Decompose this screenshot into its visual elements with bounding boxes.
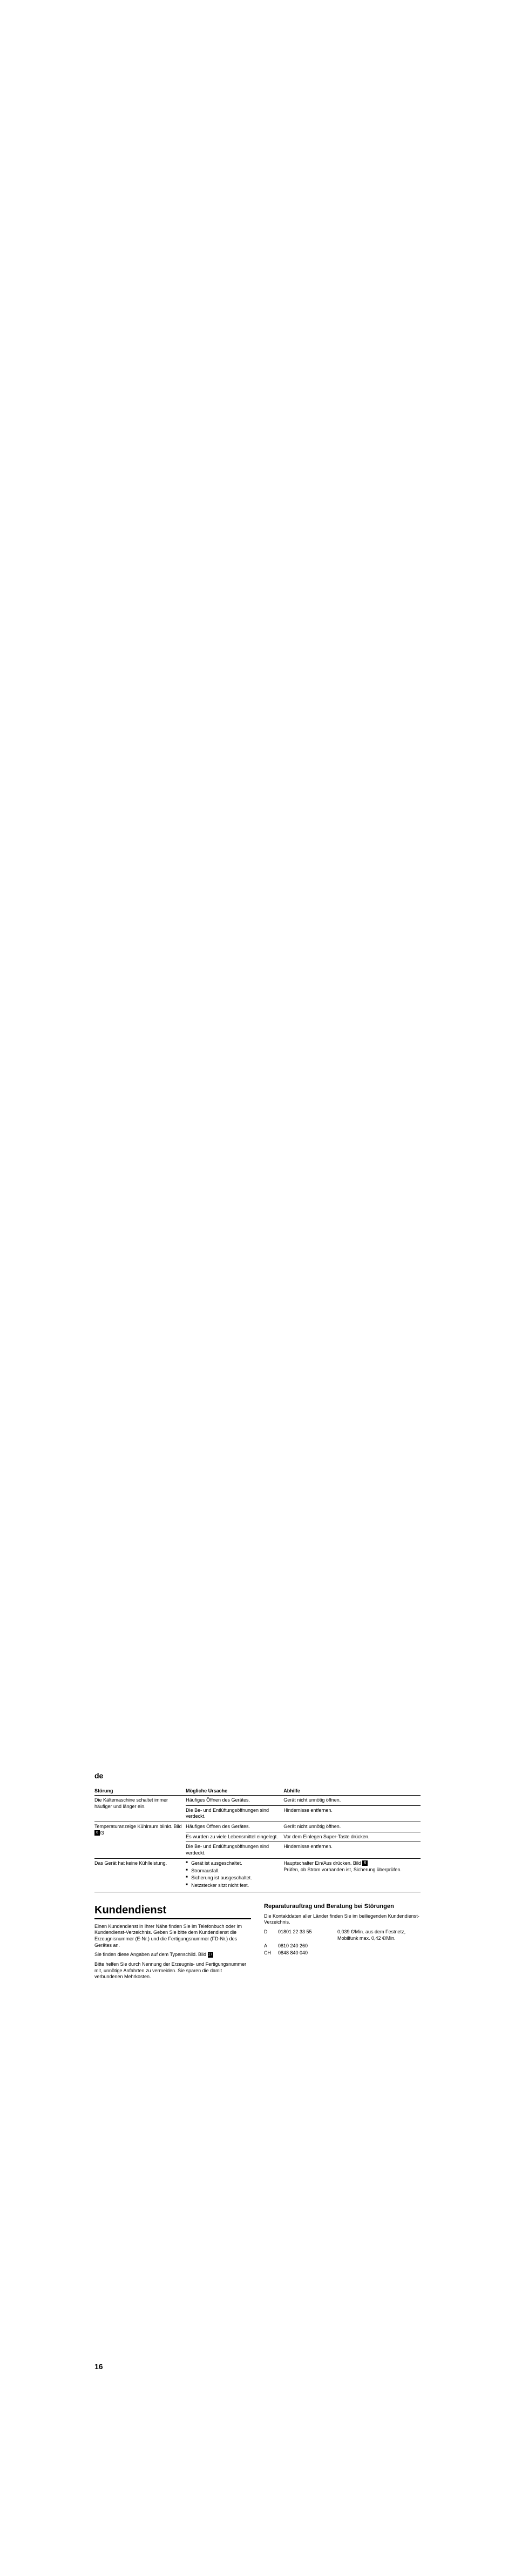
contact-row: D 01801 22 33 55 0,039 €/Min. aus dem Fe… (264, 1929, 421, 1941)
country-code: D (264, 1929, 278, 1941)
contact-row: A 0810 240 260 (264, 1943, 421, 1950)
left-col: Kundendienst Einen Kundendienst in Ihrer… (94, 1903, 251, 1984)
cell: Häufiges Öffnen des Gerätes. (186, 1796, 283, 1806)
cell: Das Gerät hat keine Kühlleistung. (94, 1858, 186, 1892)
list-item: Sicherung ist ausgeschaltet. (186, 1875, 280, 1882)
cell: Häufiges Öffnen des Gerätes. (186, 1822, 283, 1832)
list-item: Stromausfall. (186, 1868, 280, 1874)
note: 0,039 €/Min. aus dem Festnetz, Mobilfunk… (337, 1929, 421, 1941)
right-col: Reparaturauftrag und Beratung bei Störun… (264, 1903, 421, 1984)
page: de Störung Mögliche Ursache Abhilfe Die … (0, 0, 515, 2576)
ref-icon: 6 (362, 1860, 368, 1866)
paragraph: Sie finden diese Angaben auf dem Typensc… (94, 1952, 251, 1958)
section-subtitle: Reparaturauftrag und Beratung bei Störun… (264, 1903, 421, 1910)
col-abhilfe: Abhilfe (283, 1786, 421, 1796)
col-ursache: Mögliche Ursache (186, 1786, 283, 1796)
cell: Hindernisse entfernen. (283, 1842, 421, 1858)
table-row: Das Gerät hat keine Kühlleistung. Gerät … (94, 1858, 421, 1892)
list-item: Gerät ist ausgeschaltet. (186, 1860, 280, 1867)
country-code: A (264, 1943, 278, 1950)
table-row: Temperaturanzeige Kühlraum blinkt. Bild … (94, 1822, 421, 1832)
cell: Gerät ist ausgeschaltet. Stromausfall. S… (186, 1858, 283, 1892)
cell: Die Be- und Entlüftungsöffnungen sind ve… (186, 1805, 283, 1822)
note (337, 1950, 421, 1957)
cell: Es wurden zu viele Lebensmittel eingeleg… (186, 1832, 283, 1842)
paragraph: Die Kontaktdaten aller Länder finden Sie… (264, 1913, 421, 1926)
col-stoerung: Störung (94, 1786, 186, 1796)
country-code: CH (264, 1950, 278, 1957)
phone: 01801 22 33 55 (278, 1929, 337, 1941)
ref-icon: 6 (94, 1830, 100, 1836)
troubleshoot-table: Störung Mögliche Ursache Abhilfe Die Käl… (94, 1786, 421, 1892)
table-body: Die Kältemaschine schaltet immer häufige… (94, 1796, 421, 1892)
cell: Die Kältemaschine schaltet immer häufige… (94, 1796, 186, 1822)
section-title: Kundendienst (94, 1903, 251, 1919)
list-item: Netzstecker sitzt nicht fest. (186, 1883, 280, 1889)
ref-icon: 17 (208, 1952, 213, 1958)
table-row: Die Kältemaschine schaltet immer häufige… (94, 1796, 421, 1806)
contacts: D 01801 22 33 55 0,039 €/Min. aus dem Fe… (264, 1929, 421, 1957)
cell: Temperaturanzeige Kühlraum blinkt. Bild … (94, 1822, 186, 1859)
cell: Vor dem Einlegen Super-Taste drücken. (283, 1832, 421, 1842)
content-area: de Störung Mögliche Ursache Abhilfe Die … (94, 1771, 421, 1984)
cell: Die Be- und Entlüftungsöffnungen sind ve… (186, 1842, 283, 1858)
page-number: 16 (94, 2362, 103, 2371)
cell: Hindernisse entfernen. (283, 1805, 421, 1822)
cell: Hauptschalter Ein/Aus drücken. Bild 6 Pr… (283, 1858, 421, 1892)
language-code: de (94, 1771, 421, 1780)
contact-row: CH 0848 840 040 (264, 1950, 421, 1957)
phone: 0848 840 040 (278, 1950, 337, 1957)
paragraph: Einen Kundendienst in Ihrer Nähe finden … (94, 1924, 251, 1949)
cause-list: Gerät ist ausgeschaltet. Stromausfall. S… (186, 1860, 280, 1889)
note (337, 1943, 421, 1950)
phone: 0810 240 260 (278, 1943, 337, 1950)
paragraph: Bitte helfen Sie durch Nennung der Erzeu… (94, 1961, 251, 1980)
columns: Kundendienst Einen Kundendienst in Ihrer… (94, 1903, 421, 1984)
cell: Gerät nicht unnötig öffnen. (283, 1796, 421, 1806)
cell: Gerät nicht unnötig öffnen. (283, 1822, 421, 1832)
